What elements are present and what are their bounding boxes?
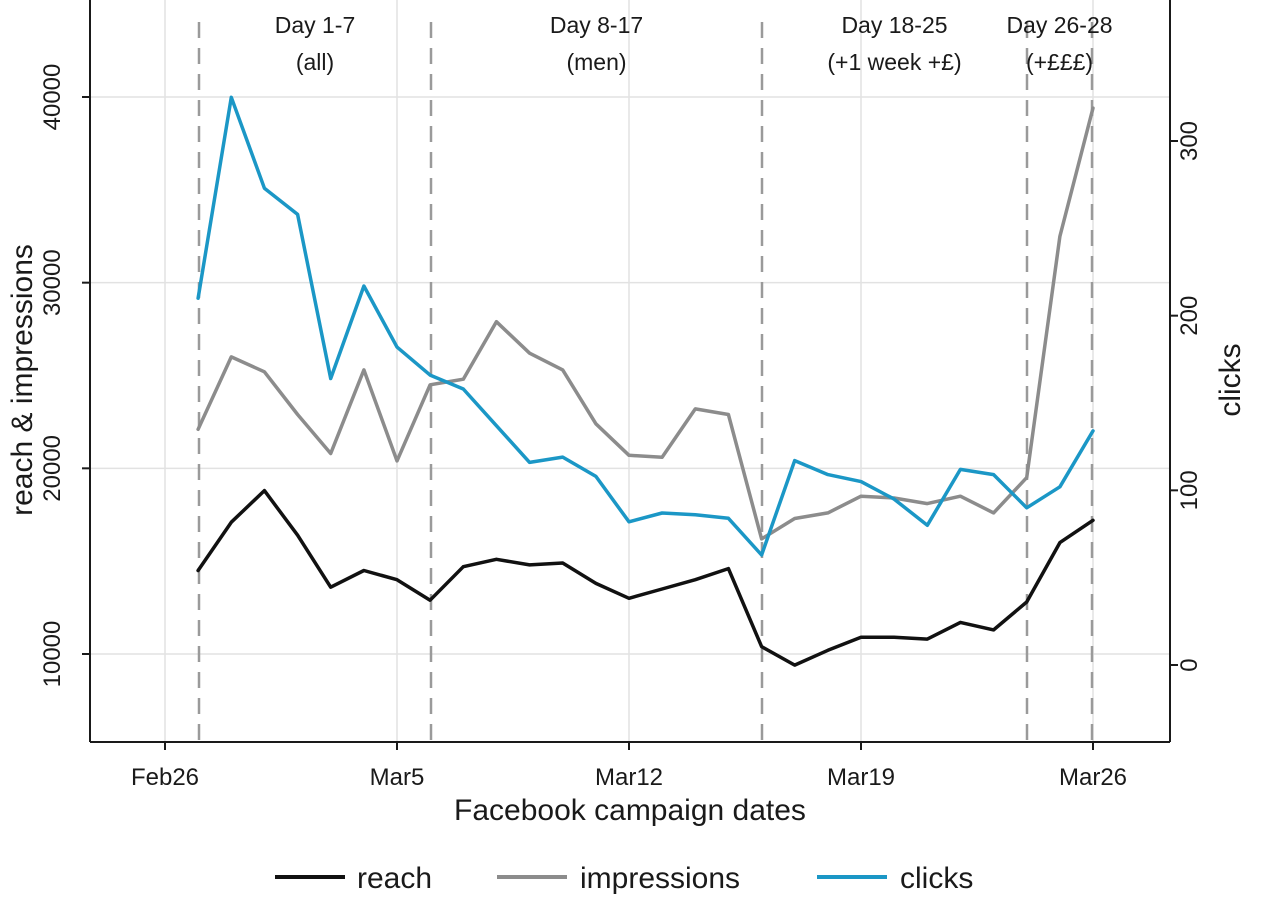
x-axis-title: Facebook campaign dates (454, 794, 806, 827)
y-axis-left-title: reach & impressions (6, 244, 39, 516)
phase-label-title: Day 1-7 (275, 12, 356, 38)
y-left-tick-label: 20000 (39, 435, 66, 502)
phase-label-title: Day 26-28 (1006, 12, 1112, 38)
phase-label-subtitle: (+1 week +£) (827, 49, 961, 75)
y-right-tick-label: 0 (1176, 658, 1203, 671)
phase-label-title: Day 18-25 (841, 12, 947, 38)
y-right-tick-label: 200 (1176, 296, 1203, 336)
series-line-reach (196, 488, 1095, 667)
y-right-tick-label: 100 (1176, 470, 1203, 510)
x-tick-label: Mar19 (827, 764, 895, 791)
y-axis-right-title: clicks (1214, 343, 1247, 416)
series-line-clicks (196, 95, 1095, 557)
x-tick-label: Mar5 (370, 764, 425, 791)
legend-label-impressions: impressions (580, 862, 740, 895)
x-tick-label: Mar12 (595, 764, 663, 791)
phase-label-subtitle: (all) (296, 49, 334, 75)
legend-label-clicks: clicks (900, 862, 973, 895)
y-left-tick-label: 40000 (39, 64, 66, 131)
y-right-tick-label: 300 (1176, 121, 1203, 161)
y-left-tick-label: 30000 (39, 249, 66, 316)
x-tick-label: Mar26 (1059, 764, 1127, 791)
phase-label-subtitle: (men) (566, 49, 626, 75)
x-tick-label: Feb26 (131, 764, 199, 791)
phase-label-subtitle: (+£££) (1026, 49, 1093, 75)
phase-label-title: Day 8-17 (550, 12, 643, 38)
y-left-tick-label: 10000 (39, 621, 66, 688)
legend-label-reach: reach (357, 862, 432, 895)
